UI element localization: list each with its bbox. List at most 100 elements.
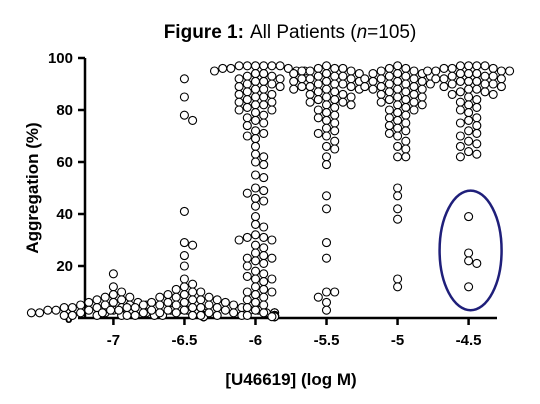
- data-point: [114, 305, 124, 315]
- data-point: [267, 61, 277, 71]
- data-point: [472, 69, 482, 79]
- data-point: [76, 300, 86, 310]
- data-point: [67, 303, 77, 313]
- data-point: [171, 300, 181, 310]
- data-point: [259, 292, 269, 302]
- data-point: [496, 74, 506, 84]
- data-point: [259, 258, 269, 268]
- data-point: [455, 105, 465, 115]
- data-point: [480, 87, 490, 97]
- data-point: [212, 310, 222, 320]
- data-point: [401, 63, 411, 73]
- data-point: [267, 287, 277, 297]
- data-point: [447, 71, 457, 81]
- data-point: [409, 97, 419, 107]
- data-point: [242, 121, 252, 131]
- data-point: [472, 113, 482, 123]
- data-point: [338, 97, 348, 107]
- data-point: [305, 74, 315, 84]
- data-point: [171, 292, 181, 302]
- data-point: [250, 141, 261, 151]
- data-point: [480, 71, 490, 81]
- data-point: [464, 61, 474, 71]
- data-point: [234, 235, 244, 245]
- data-point: [455, 61, 465, 71]
- data-point: [179, 274, 189, 284]
- data-point: [242, 188, 252, 198]
- data-point: [204, 308, 214, 318]
- data-point: [163, 297, 173, 307]
- data-point: [393, 69, 403, 79]
- data-point: [218, 63, 228, 73]
- data-point: [330, 110, 340, 120]
- data-point: [171, 284, 181, 294]
- data-point: [155, 308, 165, 318]
- data-point: [259, 69, 269, 79]
- data-point: [368, 69, 378, 79]
- data-point: [401, 144, 411, 154]
- data-point: [59, 303, 69, 313]
- data-point: [147, 297, 157, 307]
- data-point: [179, 282, 189, 292]
- data-point: [384, 105, 394, 115]
- data-point: [321, 204, 332, 214]
- data-point: [283, 63, 293, 73]
- chart-title-n-symbol: n: [357, 22, 368, 43]
- data-point: [267, 235, 277, 245]
- data-point: [234, 97, 244, 107]
- data-point: [384, 63, 394, 73]
- data-point: [250, 219, 261, 229]
- data-point: [439, 82, 449, 92]
- data-point: [179, 206, 189, 216]
- data-point: [188, 310, 198, 320]
- data-point: [267, 97, 277, 107]
- data-point: [179, 74, 189, 84]
- data-point: [250, 126, 261, 136]
- data-point: [234, 61, 244, 71]
- data-point: [384, 121, 394, 131]
- data-point: [138, 300, 148, 310]
- data-point: [220, 305, 230, 315]
- data-point: [464, 147, 474, 157]
- data-point: [259, 284, 269, 294]
- data-point: [250, 256, 261, 266]
- data-point: [447, 63, 457, 73]
- x-ticks: -7 -6.5 -6 -5.5 -5 -4.5: [107, 318, 482, 349]
- data-point: [376, 97, 386, 107]
- data-point: [447, 89, 457, 99]
- data-point: [401, 110, 411, 120]
- y-axis-label: Aggregation (%): [23, 122, 42, 253]
- data-point: [259, 128, 269, 138]
- data-point: [321, 287, 332, 297]
- data-point: [338, 71, 348, 81]
- data-point: [321, 131, 332, 141]
- data-point: [259, 196, 269, 206]
- data-point: [464, 136, 474, 146]
- data-point: [464, 108, 474, 118]
- data-point: [313, 87, 323, 97]
- data-point: [242, 102, 252, 112]
- data-point: [179, 261, 189, 271]
- data-point: [439, 74, 449, 84]
- data-point: [43, 305, 53, 315]
- data-point: [35, 308, 45, 318]
- data-point: [455, 141, 465, 151]
- data-point: [250, 274, 261, 284]
- data-point: [179, 305, 189, 315]
- data-point: [305, 82, 315, 92]
- data-point: [259, 76, 269, 86]
- data-point: [297, 74, 307, 84]
- data-point: [346, 100, 356, 110]
- data-point: [275, 74, 285, 84]
- data-point: [242, 303, 252, 313]
- data-point: [267, 71, 277, 81]
- data-point: [234, 74, 244, 84]
- data-point: [488, 79, 498, 89]
- data-point: [250, 193, 261, 203]
- data-point: [488, 63, 498, 73]
- data-point: [313, 113, 323, 123]
- data-point: [259, 152, 269, 162]
- data-point: [393, 274, 403, 284]
- data-point: [250, 305, 261, 315]
